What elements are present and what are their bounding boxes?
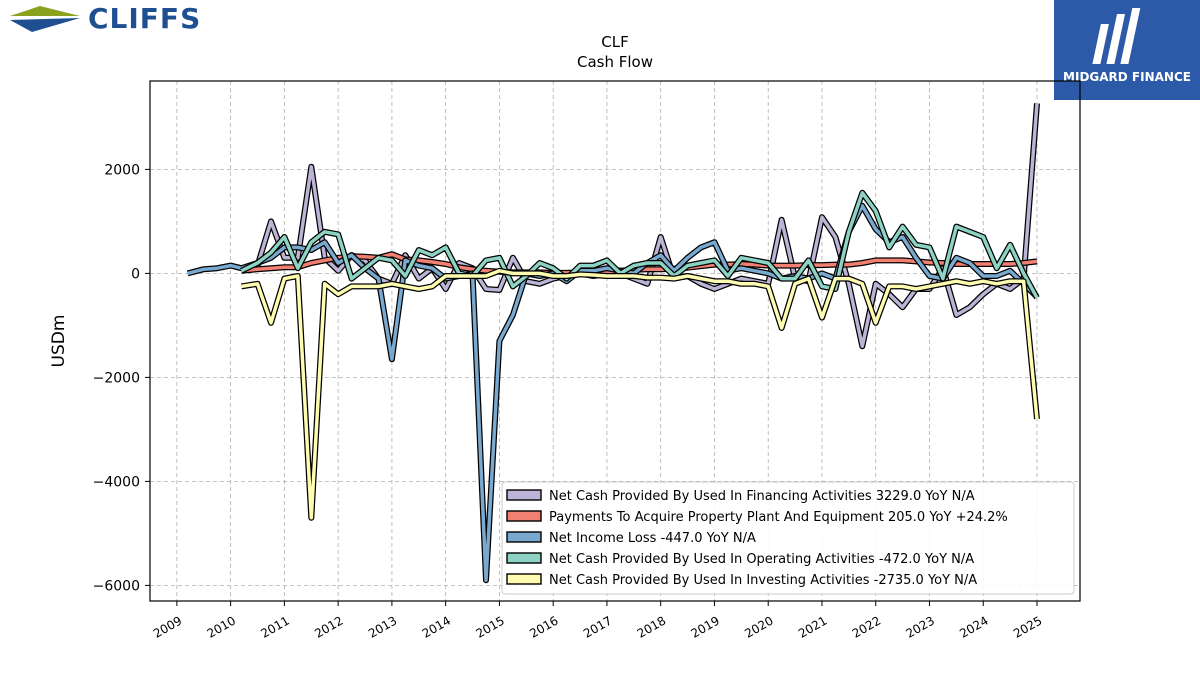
cliffs-swoosh-icon [10, 6, 80, 32]
series-1 [240, 103, 1040, 350]
legend-box [501, 481, 1075, 595]
legend-swatch [506, 552, 542, 564]
y-tick-label: −4000 [93, 474, 140, 490]
x-tick-label: 2013 [366, 613, 399, 640]
legend-swatch [506, 510, 542, 522]
x-tick-label: 2020 [742, 613, 775, 640]
x-tick-label: 2011 [258, 613, 291, 640]
plot-frame [149, 80, 1081, 602]
series-line-outline [240, 267, 1040, 521]
x-tick-label: 2010 [205, 613, 238, 640]
x-tick-label: 2016 [527, 613, 560, 640]
cliffs-wordmark: CLIFFS [88, 2, 202, 35]
x-tick-label: 2023 [904, 613, 937, 640]
series-line [241, 103, 1039, 348]
chart-title: CLF [601, 33, 628, 51]
legend-swatch [506, 531, 542, 543]
y-ticks: −6000 −4000 −2000 0 2000 [93, 162, 150, 594]
x-tick-label: 2017 [581, 613, 614, 640]
midgard-finance-wordmark: MIDGARD FINANCE [1063, 70, 1191, 84]
x-tick-label: 2021 [796, 613, 829, 640]
x-tick-label: 2019 [688, 613, 721, 640]
legend-entry: Net Income Loss -447.0 YoY N/A [549, 531, 756, 546]
x-tick-label: 2012 [312, 613, 345, 640]
x-tick-label: 2018 [635, 613, 668, 640]
x-tick-label: 2022 [850, 613, 883, 640]
legend: Net Cash Provided By Used In Financing A… [501, 481, 1075, 595]
legend-entry: Net Cash Provided By Used In Investing A… [549, 573, 977, 588]
x-tick-label: 2009 [151, 613, 184, 640]
legend-entry: Net Cash Provided By Used In Operating A… [549, 552, 974, 567]
y-tick-label: −6000 [93, 578, 140, 594]
legend-entry: Net Cash Provided By Used In Financing A… [549, 489, 975, 504]
series-4 [240, 189, 1040, 300]
chart-subtitle: Cash Flow [577, 53, 653, 71]
legend-swatch [506, 573, 542, 585]
x-tick-label: 2025 [1011, 613, 1044, 640]
legend-entry: Payments To Acquire Property Plant And E… [549, 510, 1008, 525]
x-tick-label: 2015 [473, 613, 506, 640]
series-line [241, 269, 1039, 520]
y-tick-label: 0 [131, 266, 140, 282]
x-tick-label: 2024 [957, 613, 990, 640]
legend-swatch [506, 489, 542, 501]
series-layer [186, 103, 1040, 584]
midgard-finance-logo: MIDGARD FINANCE [1054, 0, 1200, 100]
x-tick-label: 2014 [420, 613, 453, 640]
midgard-emblem-icon [1092, 8, 1141, 64]
y-axis-label: USDm [49, 315, 69, 368]
series-5 [240, 267, 1040, 521]
x-ticks: 2009 2010 2011 2012 2013 2014 2015 2016 2017 2018… [151, 601, 1044, 641]
series-line-outline [240, 103, 1040, 350]
y-tick-label: 2000 [104, 162, 140, 178]
series-line [240, 191, 1039, 299]
cliffs-logo [4, 2, 84, 38]
y-tick-label: −2000 [93, 370, 140, 386]
